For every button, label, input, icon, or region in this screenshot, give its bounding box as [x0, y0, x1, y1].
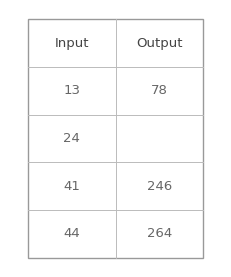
Text: Input: Input [54, 37, 89, 50]
Text: 44: 44 [63, 227, 80, 240]
Text: 246: 246 [147, 180, 172, 193]
Text: 78: 78 [151, 84, 168, 97]
Text: Output: Output [136, 37, 183, 50]
Text: 13: 13 [63, 84, 80, 97]
Text: 24: 24 [63, 132, 80, 145]
Text: 264: 264 [147, 227, 172, 240]
Text: 41: 41 [63, 180, 80, 193]
Bar [28, 19, 203, 258]
